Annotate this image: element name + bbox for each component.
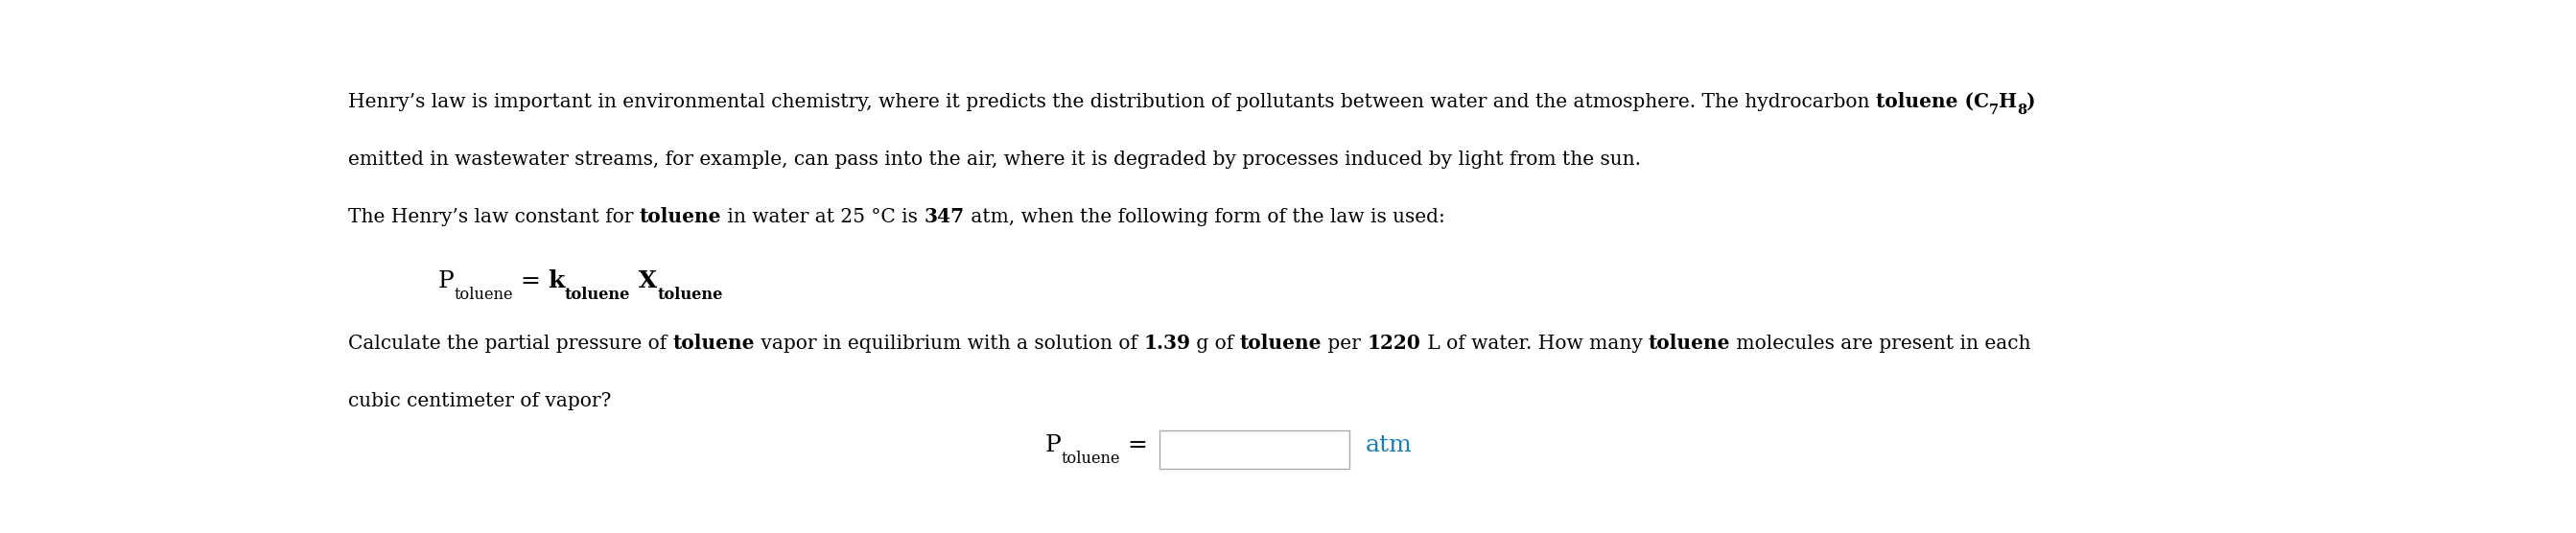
Text: toluene (C: toluene (C (1875, 92, 1989, 111)
Text: 8: 8 (2017, 104, 2027, 117)
Text: P: P (438, 270, 453, 293)
Text: toluene: toluene (1239, 334, 1321, 353)
Text: toluene: toluene (453, 287, 513, 303)
Text: in water at 25 °C is: in water at 25 °C is (721, 207, 925, 226)
Text: X: X (631, 269, 657, 293)
Text: vapor in equilibrium with a solution of: vapor in equilibrium with a solution of (755, 335, 1144, 353)
Text: molecules are present in each: molecules are present in each (1731, 335, 2030, 353)
Text: L of water. How many: L of water. How many (1422, 335, 1649, 353)
Text: Calculate the partial pressure of: Calculate the partial pressure of (348, 335, 672, 353)
Text: cubic centimeter of vapor?: cubic centimeter of vapor? (348, 392, 611, 410)
Text: toluene: toluene (1649, 334, 1731, 353)
Text: toluene: toluene (657, 287, 724, 303)
Text: The Henry’s law constant for: The Henry’s law constant for (348, 207, 639, 226)
Text: P: P (1046, 434, 1061, 457)
Text: ): ) (2027, 92, 2035, 111)
Text: atm, when the following form of the law is used:: atm, when the following form of the law … (963, 207, 1445, 226)
Text: g of: g of (1190, 335, 1239, 353)
Text: 7: 7 (1989, 104, 1999, 117)
Text: toluene: toluene (639, 207, 721, 226)
Text: =: = (513, 270, 549, 293)
Text: emitted in wastewater streams, for example, can pass into the air, where it is d: emitted in wastewater streams, for examp… (348, 150, 1641, 168)
Text: toluene: toluene (1061, 451, 1121, 467)
Text: k: k (549, 269, 564, 293)
Text: 347: 347 (925, 207, 963, 226)
Text: 1.39: 1.39 (1144, 334, 1190, 353)
Bar (1159, 430, 1350, 469)
Text: toluene: toluene (564, 287, 631, 303)
Text: atm: atm (1365, 434, 1412, 457)
Text: =: = (1121, 434, 1146, 457)
Text: Henry’s law is important in environmental chemistry, where it predicts the distr: Henry’s law is important in environmenta… (348, 93, 1875, 111)
Text: 1220: 1220 (1368, 334, 1422, 353)
Text: per: per (1321, 335, 1368, 353)
Text: H: H (1999, 92, 2017, 111)
Text: toluene: toluene (672, 334, 755, 353)
